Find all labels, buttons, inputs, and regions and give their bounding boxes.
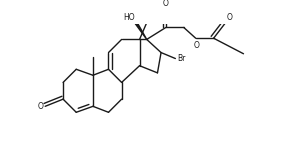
Polygon shape [135,22,147,39]
Text: O: O [37,102,43,111]
Text: HO: HO [123,12,135,22]
Text: O: O [194,41,200,50]
Text: Br: Br [177,54,186,63]
Text: O: O [163,0,169,8]
Text: O: O [227,12,233,22]
